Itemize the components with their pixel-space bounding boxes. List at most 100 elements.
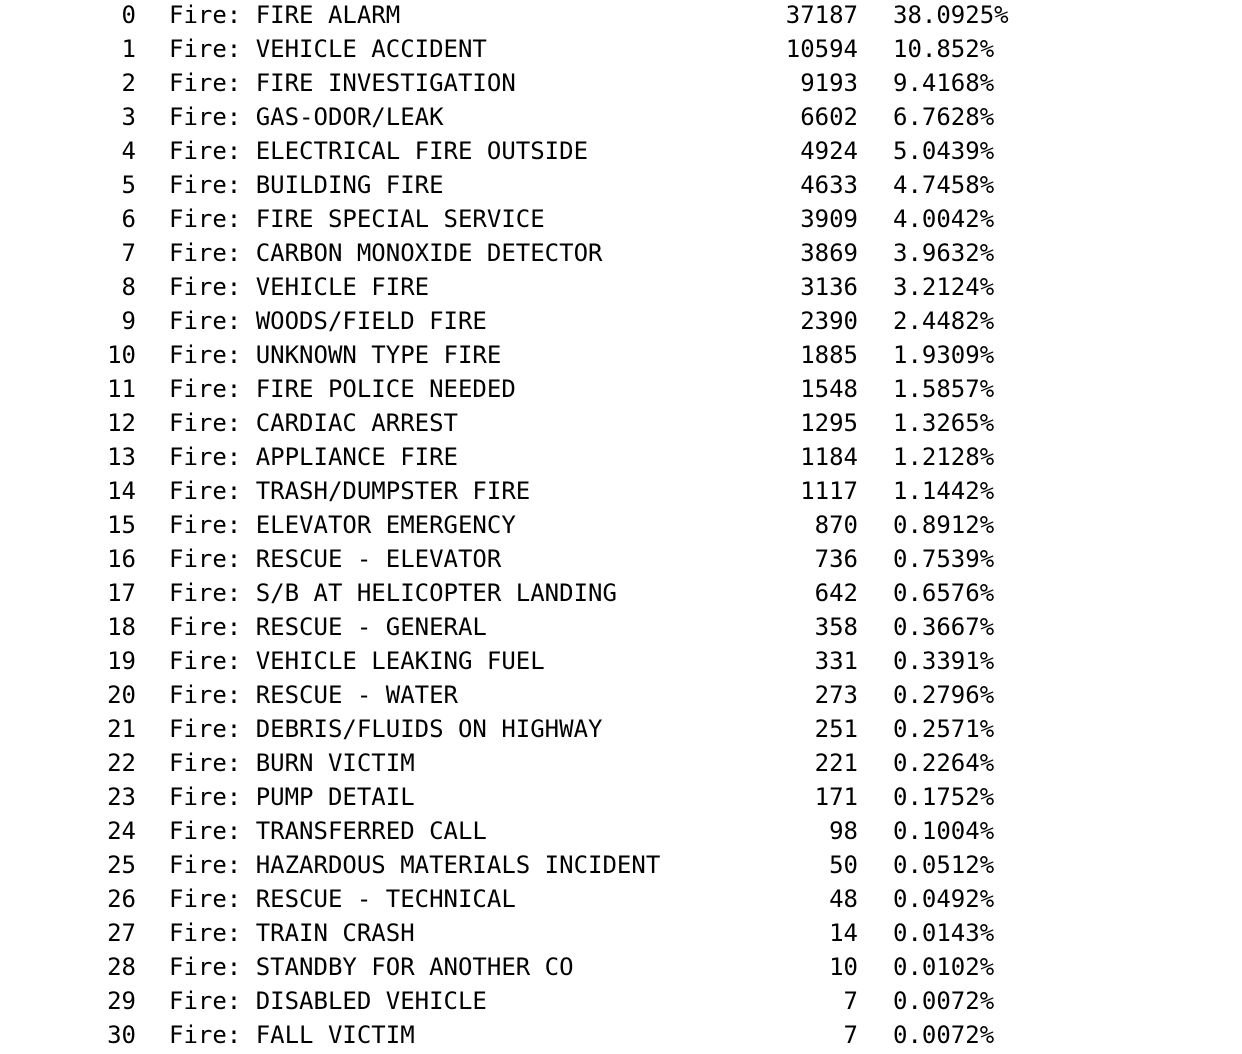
row-label: Fire: PUMP DETAIL	[169, 783, 415, 811]
row-percent: 5.0439%	[893, 137, 995, 165]
table-row: 7 Fire: CARBON MONOXIDE DETECTOR 3869 3.963…	[0, 238, 1242, 272]
row-count: 4633	[800, 171, 858, 199]
row-percent: 1.1442%	[893, 477, 995, 505]
table-row: 22 Fire: BURN VICTIM 221 0.2264%	[0, 748, 1242, 782]
table-row: 8 Fire: VEHICLE FIRE 3136 3.2124%	[0, 272, 1242, 306]
table-row: 6 Fire: FIRE SPECIAL SERVICE 3909 4.0042%	[0, 204, 1242, 238]
row-label: Fire: DISABLED VEHICLE	[169, 987, 487, 1015]
table-row: 21 Fire: DEBRIS/FLUIDS ON HIGHWAY 251 0.257…	[0, 714, 1242, 748]
row-count: 37187	[785, 1, 858, 29]
row-count: 3869	[800, 239, 858, 267]
row-percent: 0.3667%	[893, 613, 995, 641]
row-label: Fire: VEHICLE FIRE	[169, 273, 430, 301]
row-percent: 0.1752%	[893, 783, 995, 811]
row-label: Fire: RESCUE - WATER	[169, 681, 458, 709]
row-count: 870	[814, 511, 858, 539]
row-count: 4924	[800, 137, 858, 165]
row-count: 1548	[800, 375, 858, 403]
row-label: Fire: RESCUE - ELEVATOR	[169, 545, 502, 573]
row-count: 10594	[785, 35, 858, 63]
row-percent: 0.2571%	[893, 715, 995, 743]
row-count: 10	[829, 953, 858, 981]
row-percent: 0.0143%	[893, 919, 995, 947]
row-index: 17	[107, 579, 136, 607]
row-percent: 1.9309%	[893, 341, 995, 369]
row-label: Fire: DEBRIS/FLUIDS ON HIGHWAY	[169, 715, 603, 743]
row-index: 5	[121, 171, 136, 199]
row-label: Fire: STANDBY FOR ANOTHER CO	[169, 953, 574, 981]
table-row: 1 Fire: VEHICLE ACCIDENT 10594 10.852%	[0, 34, 1242, 68]
row-index: 23	[107, 783, 136, 811]
table-row: 13 Fire: APPLIANCE FIRE 1184 1.2128%	[0, 442, 1242, 476]
row-count: 3136	[800, 273, 858, 301]
row-percent: 1.2128%	[893, 443, 995, 471]
row-index: 1	[121, 35, 136, 63]
table-row: 18 Fire: RESCUE - GENERAL 358 0.3667%	[0, 612, 1242, 646]
row-count: 98	[829, 817, 858, 845]
row-percent: 0.0492%	[893, 885, 995, 913]
row-index: 4	[121, 137, 136, 165]
row-label: Fire: CARBON MONOXIDE DETECTOR	[169, 239, 603, 267]
row-percent: 0.2796%	[893, 681, 995, 709]
row-percent: 0.0102%	[893, 953, 995, 981]
row-index: 6	[121, 205, 136, 233]
row-count: 2390	[800, 307, 858, 335]
row-label: Fire: TRANSFERRED CALL	[169, 817, 487, 845]
row-label: Fire: FIRE POLICE NEEDED	[169, 375, 516, 403]
row-percent: 0.8912%	[893, 511, 995, 539]
table-row: 2 Fire: FIRE INVESTIGATION 9193 9.4168%	[0, 68, 1242, 102]
table-row: 4 Fire: ELECTRICAL FIRE OUTSIDE 4924 5.0439…	[0, 136, 1242, 170]
row-count: 642	[814, 579, 858, 607]
row-count: 221	[814, 749, 858, 777]
row-index: 0	[121, 1, 136, 29]
table-row: 5 Fire: BUILDING FIRE 4633 4.7458%	[0, 170, 1242, 204]
row-label: Fire: GAS-ODOR/LEAK	[169, 103, 444, 131]
row-label: Fire: TRASH/DUMPSTER FIRE	[169, 477, 531, 505]
row-label: Fire: FIRE ALARM	[169, 1, 401, 29]
row-index: 8	[121, 273, 136, 301]
row-index: 27	[107, 919, 136, 947]
row-index: 30	[107, 1021, 136, 1049]
row-count: 7	[843, 1021, 858, 1049]
table-row: 12 Fire: CARDIAC ARREST 1295 1.3265%	[0, 408, 1242, 442]
row-label: Fire: UNKNOWN TYPE FIRE	[169, 341, 502, 369]
row-count: 6602	[800, 103, 858, 131]
row-percent: 9.4168%	[893, 69, 995, 97]
row-label: Fire: FIRE SPECIAL SERVICE	[169, 205, 545, 233]
row-index: 11	[107, 375, 136, 403]
row-index: 14	[107, 477, 136, 505]
row-index: 22	[107, 749, 136, 777]
row-label: Fire: S/B AT HELICOPTER LANDING	[169, 579, 617, 607]
row-label: Fire: ELECTRICAL FIRE OUTSIDE	[169, 137, 589, 165]
row-index: 25	[107, 851, 136, 879]
row-index: 18	[107, 613, 136, 641]
table-row: 15 Fire: ELEVATOR EMERGENCY 870 0.8912%	[0, 510, 1242, 544]
table-row: 19 Fire: VEHICLE LEAKING FUEL 331 0.3391%	[0, 646, 1242, 680]
row-percent: 0.0072%	[893, 1021, 995, 1049]
row-percent: 1.3265%	[893, 409, 995, 437]
table-row: 20 Fire: RESCUE - WATER 273 0.2796%	[0, 680, 1242, 714]
row-count: 273	[814, 681, 858, 709]
row-percent: 0.6576%	[893, 579, 995, 607]
row-index: 26	[107, 885, 136, 913]
row-percent: 0.7539%	[893, 545, 995, 573]
table-row: 10 Fire: UNKNOWN TYPE FIRE 1885 1.9309%	[0, 340, 1242, 374]
row-count: 1117	[800, 477, 858, 505]
row-label: Fire: FALL VICTIM	[169, 1021, 415, 1049]
row-label: Fire: VEHICLE LEAKING FUEL	[169, 647, 545, 675]
row-label: Fire: ELEVATOR EMERGENCY	[169, 511, 516, 539]
row-index: 24	[107, 817, 136, 845]
table-row: 24 Fire: TRANSFERRED CALL 98 0.1004%	[0, 816, 1242, 850]
row-percent: 0.0512%	[893, 851, 995, 879]
row-label: Fire: HAZARDOUS MATERIALS INCIDENT	[169, 851, 661, 879]
row-index: 10	[107, 341, 136, 369]
table-row: 0 Fire: FIRE ALARM 37187 38.0925%	[0, 0, 1242, 34]
table-row: 29 Fire: DISABLED VEHICLE 7 0.0072%	[0, 986, 1242, 1020]
row-count: 1295	[800, 409, 858, 437]
row-percent: 3.2124%	[893, 273, 995, 301]
row-percent: 4.7458%	[893, 171, 995, 199]
row-percent: 0.3391%	[893, 647, 995, 675]
row-count: 3909	[800, 205, 858, 233]
table-row: 14 Fire: TRASH/DUMPSTER FIRE 1117 1.1442%	[0, 476, 1242, 510]
